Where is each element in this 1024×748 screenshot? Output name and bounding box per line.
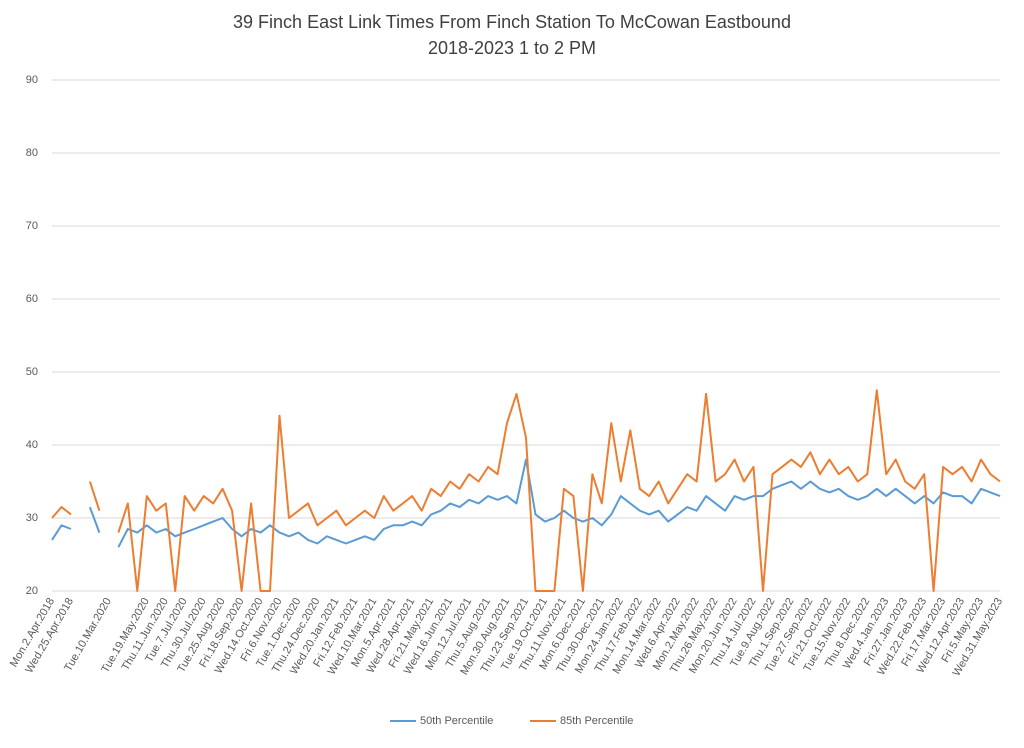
line-series (51, 458, 1001, 548)
y-tick-label: 20 (26, 585, 38, 597)
y-tick-label: 80 (26, 147, 38, 159)
legend-label: 50th Percentile (420, 715, 493, 727)
y-tick-label: 30 (26, 512, 38, 524)
chart-title: 39 Finch East Link Times From Finch Stat… (233, 12, 791, 32)
y-tick-label: 90 (26, 74, 38, 86)
y-tick-label: 50 (26, 366, 38, 378)
legend-label: 85th Percentile (560, 715, 633, 727)
y-tick-label: 40 (26, 439, 38, 451)
y-tick-label: 70 (26, 220, 38, 232)
line-series (51, 389, 1001, 592)
chart-subtitle: 2018-2023 1 to 2 PM (428, 38, 596, 58)
y-tick-label: 60 (26, 293, 38, 305)
